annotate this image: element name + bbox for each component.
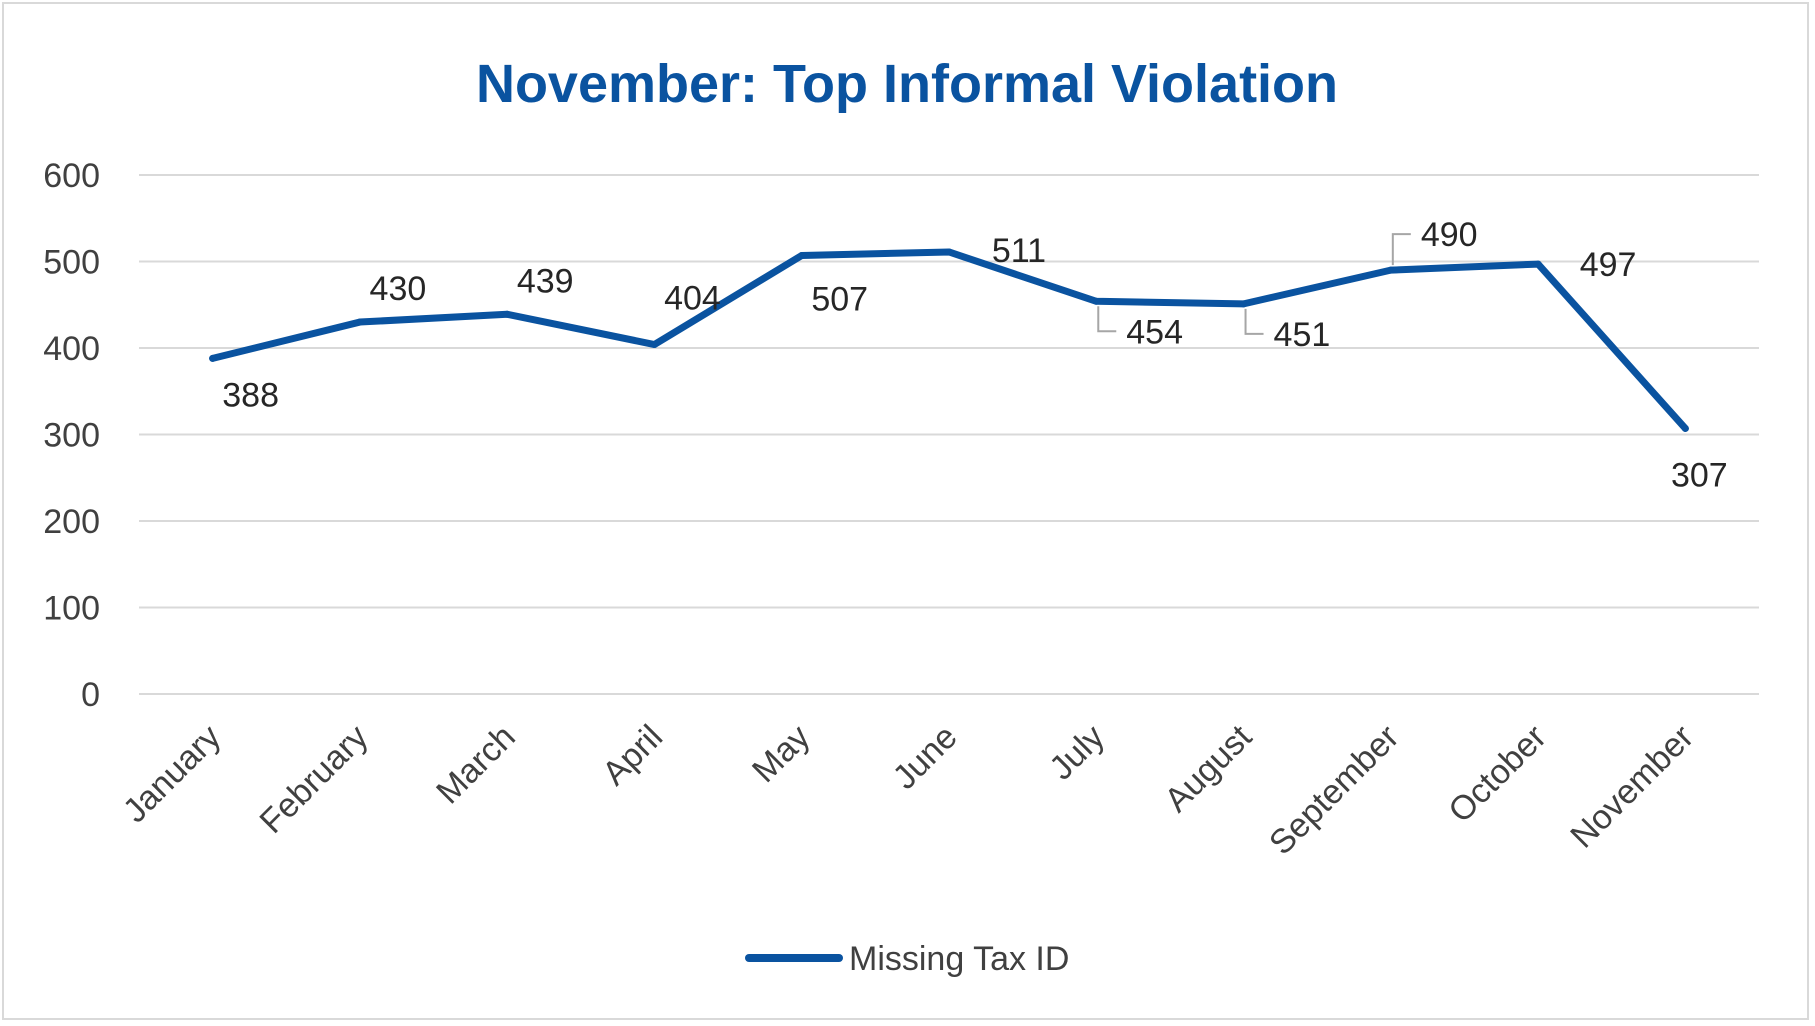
data-point bbox=[209, 354, 217, 362]
x-tick-label: September bbox=[1262, 718, 1406, 862]
data-label-leader bbox=[1097, 306, 1117, 333]
data-label: 490 bbox=[1421, 216, 1478, 254]
data-label: 511 bbox=[992, 232, 1046, 270]
data-point bbox=[798, 251, 806, 259]
y-tick-label: 100 bbox=[43, 590, 100, 628]
y-tick-label: 200 bbox=[43, 503, 100, 541]
data-point bbox=[1534, 260, 1542, 268]
data-label: 454 bbox=[1126, 313, 1183, 351]
y-tick-label: 500 bbox=[43, 244, 100, 282]
data-point bbox=[503, 310, 511, 318]
data-point bbox=[1681, 424, 1689, 432]
chart-title: November: Top Informal Violation bbox=[476, 54, 1338, 114]
x-tick-label: January bbox=[116, 718, 228, 830]
data-label-leader bbox=[1244, 308, 1264, 335]
data-label-leader bbox=[1391, 233, 1411, 266]
series-line bbox=[209, 248, 1689, 432]
x-tick-label: April bbox=[595, 718, 670, 793]
x-tick-label: March bbox=[429, 718, 523, 812]
data-label: 507 bbox=[811, 280, 868, 318]
data-labels: 388 430 439 404 507 511 454 451 490 497 307 bbox=[222, 216, 1727, 494]
x-tick-label: November bbox=[1563, 718, 1701, 856]
line-chart: November: Top Informal Violation 0 100 200… bbox=[43, 54, 1759, 978]
x-axis-tick-labels: January February March April May June July Augu… bbox=[116, 717, 1701, 862]
x-tick-label: August bbox=[1157, 717, 1259, 819]
data-point bbox=[1240, 300, 1248, 308]
data-label: 430 bbox=[370, 270, 427, 308]
data-label: 307 bbox=[1671, 456, 1728, 494]
data-point bbox=[356, 318, 364, 326]
y-tick-label: 300 bbox=[43, 417, 100, 455]
x-tick-label: June bbox=[886, 718, 965, 797]
legend-label: Missing Tax ID bbox=[849, 940, 1069, 978]
legend[interactable]: Missing Tax ID bbox=[745, 940, 1069, 978]
y-axis-tick-labels: 0 100 200 300 400 500 600 bbox=[43, 157, 100, 714]
data-label: 404 bbox=[664, 280, 721, 318]
data-point bbox=[1092, 297, 1100, 305]
y-tick-label: 400 bbox=[43, 330, 100, 368]
data-label: 497 bbox=[1580, 246, 1637, 284]
data-point bbox=[650, 341, 658, 349]
gridlines bbox=[139, 174, 1759, 695]
x-tick-label: February bbox=[252, 718, 375, 841]
data-label: 388 bbox=[222, 376, 279, 414]
data-label: 451 bbox=[1274, 316, 1331, 354]
series-layer bbox=[209, 248, 1689, 432]
data-point bbox=[1387, 266, 1395, 274]
x-tick-label: July bbox=[1042, 718, 1112, 788]
y-tick-label: 600 bbox=[43, 157, 100, 195]
y-tick-label: 0 bbox=[81, 676, 100, 714]
x-tick-label: May bbox=[745, 718, 817, 790]
data-point bbox=[945, 248, 953, 256]
x-tick-label: October bbox=[1441, 718, 1553, 830]
data-label: 439 bbox=[517, 262, 574, 300]
